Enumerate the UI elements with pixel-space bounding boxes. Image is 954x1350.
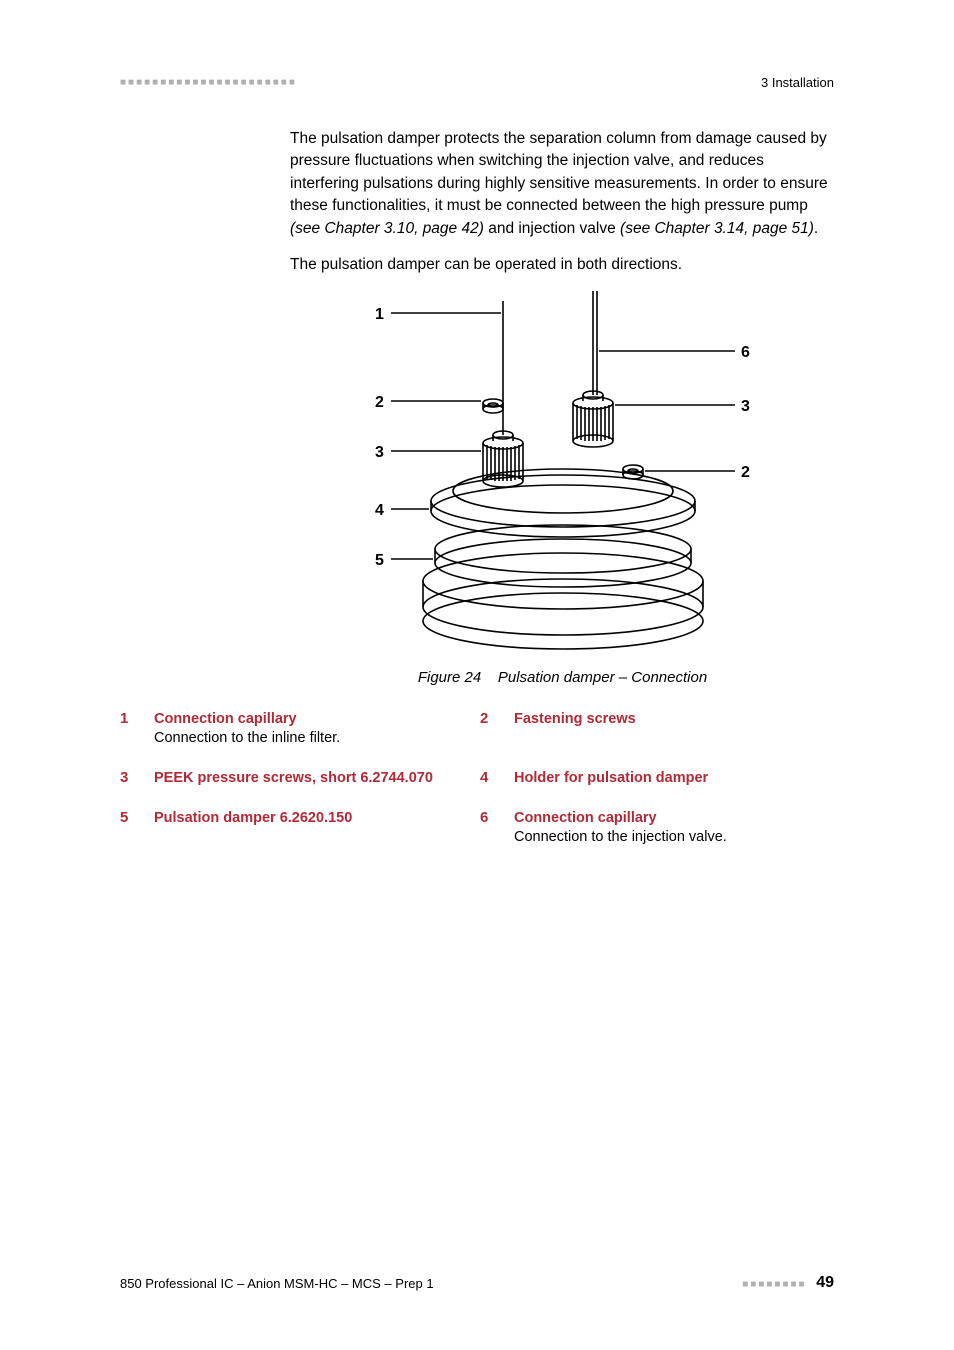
fig-label-1: 1 — [375, 306, 384, 323]
p1-ref-1: (see Chapter 3.10, page 42) — [290, 220, 484, 237]
legend-title: Connection capillary — [154, 710, 470, 730]
p1-text-b: and injection valve — [484, 220, 620, 237]
footer-page: 49 — [816, 1274, 834, 1291]
legend-item: 1 Connection capillary Connection to the… — [120, 704, 480, 763]
legend-desc: Connection to the inline filter. — [154, 729, 470, 749]
paragraph-1: The pulsation damper protects the separa… — [290, 128, 835, 240]
legend-num: 4 — [480, 769, 514, 786]
legend-desc: Connection to the injection valve. — [514, 828, 830, 848]
fig-label-3b: 3 — [741, 398, 750, 415]
figure-caption-prefix: Figure 24 — [418, 669, 481, 686]
legend-grid: 1 Connection capillary Connection to the… — [120, 704, 840, 862]
legend-item: 3 PEEK pressure screws, short 6.2744.070 — [120, 763, 480, 803]
legend-title: Holder for pulsation damper — [514, 769, 830, 789]
fig-label-4: 4 — [375, 502, 384, 519]
legend-num: 2 — [480, 710, 514, 727]
legend-title: Connection capillary — [514, 809, 830, 829]
fig-label-3a: 3 — [375, 444, 384, 461]
fig-label-6: 6 — [741, 344, 750, 361]
legend-title: PEEK pressure screws, short 6.2744.070 — [154, 769, 470, 789]
legend-item: 4 Holder for pulsation damper — [480, 763, 840, 803]
legend-num: 3 — [120, 769, 154, 786]
legend-title: Pulsation damper 6.2620.150 — [154, 809, 470, 829]
footer-marks: ■■■■■■■■ — [742, 1279, 806, 1290]
paragraph-2: The pulsation damper can be operated in … — [290, 254, 835, 276]
legend-num: 6 — [480, 809, 514, 826]
figure-svg: 1 2 3 4 5 6 3 2 — [363, 291, 763, 661]
legend-item: 2 Fastening screws — [480, 704, 840, 763]
p1-text-a: The pulsation damper protects the separa… — [290, 130, 828, 214]
header-section: 3 Installation — [761, 75, 834, 90]
page-footer: 850 Professional IC – Anion MSM-HC – MCS… — [120, 1274, 834, 1292]
document-page: ■■■■■■■■■■■■■■■■■■■■■■ 3 Installation Th… — [0, 0, 954, 1350]
footer-left: 850 Professional IC – Anion MSM-HC – MCS… — [120, 1276, 434, 1291]
figure-block: 1 2 3 4 5 6 3 2 Figure 24 Pulsation damp… — [290, 291, 835, 686]
fig-label-5: 5 — [375, 552, 384, 569]
p1-ref-2: (see Chapter 3.14, page 51) — [620, 220, 814, 237]
legend-item: 6 Connection capillary Connection to the… — [480, 803, 840, 862]
legend-num: 1 — [120, 710, 154, 727]
p1-text-c: . — [814, 220, 818, 237]
fig-label-2a: 2 — [375, 394, 384, 411]
figure-caption: Figure 24 Pulsation damper – Connection — [290, 669, 835, 686]
legend-num: 5 — [120, 809, 154, 826]
body-text: The pulsation damper protects the separa… — [290, 128, 835, 277]
legend-title: Fastening screws — [514, 710, 830, 730]
legend-item: 5 Pulsation damper 6.2620.150 — [120, 803, 480, 862]
page-header: ■■■■■■■■■■■■■■■■■■■■■■ 3 Installation — [120, 75, 834, 90]
figure-caption-text: Pulsation damper – Connection — [498, 669, 707, 686]
header-marks: ■■■■■■■■■■■■■■■■■■■■■■ — [120, 77, 297, 88]
fig-label-2b: 2 — [741, 464, 750, 481]
